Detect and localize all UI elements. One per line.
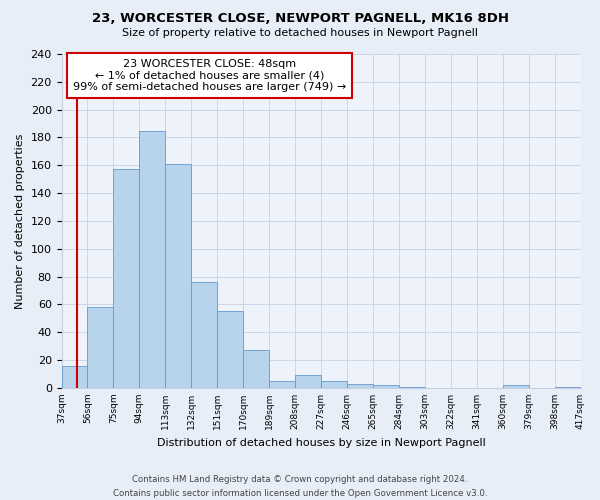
Text: Contains HM Land Registry data © Crown copyright and database right 2024.
Contai: Contains HM Land Registry data © Crown c…	[113, 476, 487, 498]
Bar	[554, 386, 580, 388]
Bar	[399, 386, 425, 388]
Bar	[62, 366, 88, 388]
Bar	[191, 282, 217, 388]
Bar	[269, 381, 295, 388]
Bar	[347, 384, 373, 388]
Bar	[243, 350, 269, 388]
Bar	[113, 170, 139, 388]
Bar	[217, 312, 243, 388]
Bar	[139, 130, 166, 388]
X-axis label: Distribution of detached houses by size in Newport Pagnell: Distribution of detached houses by size …	[157, 438, 485, 448]
Bar	[88, 307, 113, 388]
Text: 23 WORCESTER CLOSE: 48sqm
← 1% of detached houses are smaller (4)
99% of semi-de: 23 WORCESTER CLOSE: 48sqm ← 1% of detach…	[73, 59, 346, 92]
Bar	[503, 385, 529, 388]
Bar	[373, 385, 399, 388]
Text: 23, WORCESTER CLOSE, NEWPORT PAGNELL, MK16 8DH: 23, WORCESTER CLOSE, NEWPORT PAGNELL, MK…	[91, 12, 509, 26]
Bar	[295, 376, 321, 388]
Text: Size of property relative to detached houses in Newport Pagnell: Size of property relative to detached ho…	[122, 28, 478, 38]
Bar	[166, 164, 191, 388]
Y-axis label: Number of detached properties: Number of detached properties	[15, 134, 25, 308]
Bar	[321, 381, 347, 388]
